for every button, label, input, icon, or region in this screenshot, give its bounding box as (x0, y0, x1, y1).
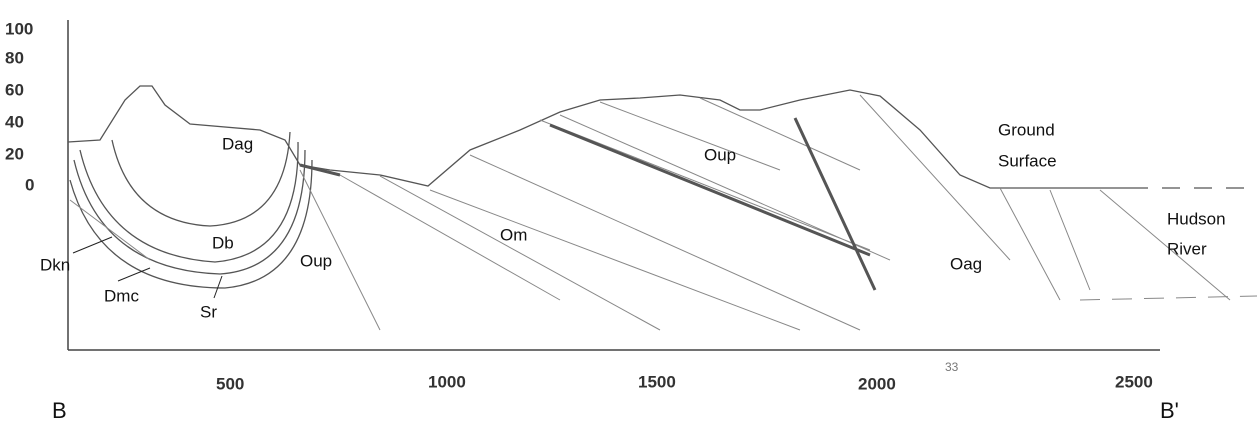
unit-label: Dag (222, 134, 253, 153)
unit-label: Oag (950, 254, 982, 273)
note: 33 (945, 360, 959, 374)
y-tick-label: 60 (5, 80, 24, 99)
x-tick-label: 1500 (638, 372, 676, 391)
x-tick-label: 1000 (428, 372, 466, 391)
sketch (67, 20, 1257, 351)
endpoint-label: B (52, 398, 67, 423)
unit-label: Sr (200, 302, 217, 321)
unit-label: Db (212, 233, 234, 252)
y-tick-label: 0 (25, 175, 34, 194)
feature-label: Surface (998, 151, 1057, 170)
endpoint-label: B' (1160, 398, 1179, 423)
feature-label: River (1167, 239, 1207, 258)
unit-label: Dkn (40, 255, 70, 274)
unit-label: Oup (300, 251, 332, 270)
y-tick-label: 80 (5, 48, 24, 67)
x-tick-label: 2500 (1115, 372, 1153, 391)
y-tick-label: 40 (5, 112, 24, 131)
feature-label: Ground (998, 120, 1055, 139)
unit-label: Oup (704, 145, 736, 164)
x-tick-label: 500 (216, 374, 244, 393)
y-tick-label: 20 (5, 144, 24, 163)
feature-label: Hudson (1167, 209, 1226, 228)
x-tick-label: 2000 (858, 374, 896, 393)
unit-label: Dmc (104, 286, 139, 305)
y-tick-label: 100 (5, 19, 33, 38)
unit-label: Om (500, 225, 527, 244)
